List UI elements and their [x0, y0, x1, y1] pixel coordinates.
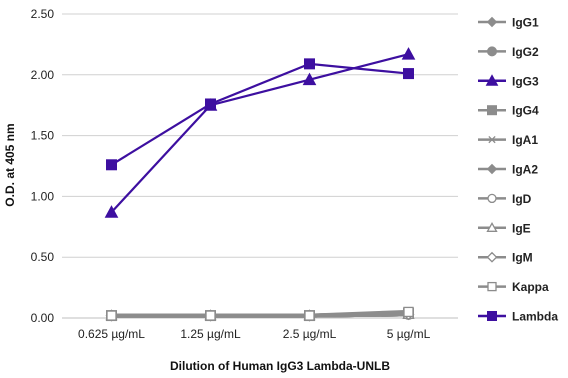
x-axis-ticks: 0.625 µg/mL 1.25 µg/mL 2.5 µg/mL 5 µg/mL	[78, 327, 431, 341]
y-axis-title: O.D. at 405 nm	[3, 123, 17, 206]
data-point	[205, 98, 216, 110]
y-tick-label: 0.00	[31, 311, 55, 325]
legend-item-ige: IgE	[478, 221, 531, 235]
data-point	[487, 46, 497, 57]
data-point	[486, 221, 498, 232]
legend-label: IgA2	[512, 163, 538, 177]
x-axis-title: Dilution of Human IgG3 Lambda-UNLB	[170, 359, 390, 373]
marker-stroke	[488, 135, 496, 144]
data-point	[487, 311, 497, 321]
legend-label: IgG3	[512, 74, 539, 88]
legend-item-kappa: Kappa	[478, 280, 549, 294]
legend-label: Kappa	[512, 280, 549, 294]
x-tick-label: 0.625 µg/mL	[78, 327, 145, 341]
legend-item-igg2: IgG2	[478, 45, 539, 59]
gridlines	[62, 13, 458, 319]
data-point	[106, 159, 117, 171]
data-point	[302, 72, 317, 86]
x-tick-label: 5 µg/mL	[387, 327, 431, 341]
data-point	[104, 205, 119, 218]
legend-item-igg3: IgG3	[478, 74, 539, 88]
data-point	[304, 58, 315, 70]
series-kappa	[106, 306, 414, 321]
series-igg3	[104, 47, 416, 218]
legend-label: IgG2	[512, 45, 539, 59]
data-point	[403, 68, 414, 80]
legend-label: IgG4	[512, 104, 539, 118]
data-point	[106, 310, 117, 321]
y-tick-label: 0.50	[31, 250, 55, 264]
x-tick-label: 2.5 µg/mL	[283, 327, 337, 341]
legend-item-igm: IgM	[478, 251, 533, 265]
legend: IgG1 IgG2 IgG3 IgG4 IgA1 IgA2 IgD IgE IgM Kappa La…	[478, 16, 558, 324]
y-tick-label: 1.50	[31, 129, 55, 143]
legend-label: IgM	[512, 251, 533, 265]
data-point	[487, 281, 497, 292]
y-axis-ticks: 0.00 0.50 1.00 1.50 2.00 2.50	[31, 7, 55, 325]
data-point	[485, 74, 499, 86]
legend-item-iga2: IgA2	[478, 163, 538, 177]
y-tick-label: 2.00	[31, 68, 55, 82]
x-tick-label: 1.25 µg/mL	[180, 327, 241, 341]
legend-item-lambda: Lambda	[478, 310, 558, 324]
legend-label: IgD	[512, 192, 532, 206]
legend-item-iga1: IgA1	[478, 133, 538, 147]
data-point	[403, 306, 414, 318]
data-point	[486, 251, 498, 263]
legend-item-igg4: IgG4	[478, 104, 539, 118]
legend-label: IgG1	[512, 16, 539, 30]
y-tick-label: 2.50	[31, 7, 55, 21]
legend-label: Lambda	[512, 310, 558, 324]
series-line	[110, 53, 409, 213]
y-tick-label: 1.00	[31, 189, 55, 203]
data-point	[487, 135, 497, 144]
legend-label: IgE	[512, 221, 531, 235]
legend-item-igd: IgD	[478, 192, 532, 206]
legend-label: IgA1	[512, 133, 538, 147]
series-line	[110, 62, 409, 166]
series-lambda	[106, 58, 414, 171]
series-group	[104, 47, 416, 322]
legend-item-igg1: IgG1	[478, 16, 539, 30]
data-point	[304, 310, 315, 321]
data-point	[486, 163, 498, 175]
data-point	[486, 16, 498, 28]
data-point	[487, 193, 497, 204]
data-point	[205, 310, 216, 321]
data-point	[487, 105, 497, 116]
data-point	[401, 47, 416, 60]
series-line	[111, 309, 409, 318]
